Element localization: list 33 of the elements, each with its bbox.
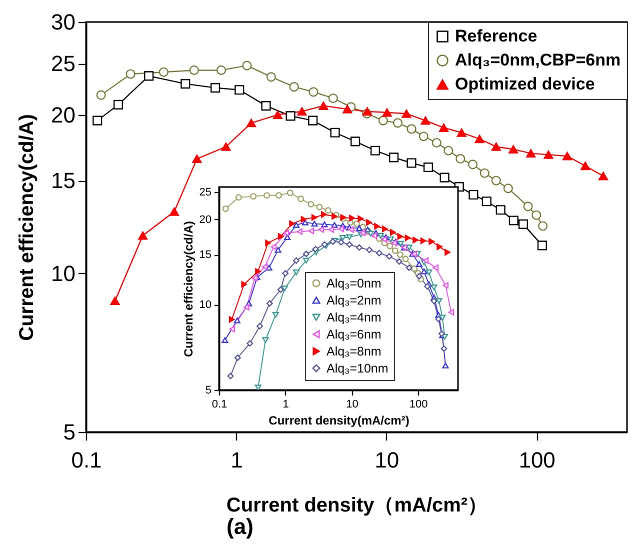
y-tick-label: 5 [63,420,76,444]
x-tick-label: 100 [518,448,556,472]
y-tick-label: 15 [51,168,76,194]
x-tick-label: 10 [374,448,400,472]
legend-label: Alq₃=8nm [326,344,382,358]
y-tick-label: 15 [199,249,212,262]
x-axis-title: Current density(mA/cm²) [268,414,410,428]
y-tick-label: 20 [51,102,76,128]
x-tick-label: 10 [346,398,358,410]
y-tick-label: 25 [51,51,76,76]
legend-label: Alq₃=6nm [326,327,382,342]
legend-label: Alq₃=2nm [326,293,382,308]
y-tick-label: 10 [199,299,212,312]
legend-label: Alq₃=10nm [326,361,388,376]
y-tick-label: 20 [199,214,212,226]
y-tick-label: 30 [51,10,76,34]
y-tick-label: 25 [199,186,212,198]
legend-label: Alq₃=0nm,CBP=6nm [455,50,621,70]
legend-label: Alq₃=4nm [326,310,382,324]
legend-label: Reference [455,26,538,46]
x-tick-label: 1 [282,398,289,410]
legend-label: Alq₃=0nm [326,276,382,290]
y-axis-title: Current efficiency(cd/A) [181,220,196,358]
x-axis-title: Current density（mA/cm²） [226,494,488,516]
x-tick-label: 100 [409,398,428,410]
legend-label: Optimized device [455,74,595,94]
x-tick-label: 1 [230,448,243,472]
x-tick-label: 0.1 [212,398,228,410]
y-axis-title: Current efficiency(cd/A) [16,114,38,341]
x-tick-label: 0.1 [71,448,102,472]
y-tick-label: 5 [205,384,212,396]
text: (a) [226,514,254,539]
y-tick-label: 10 [51,260,76,286]
